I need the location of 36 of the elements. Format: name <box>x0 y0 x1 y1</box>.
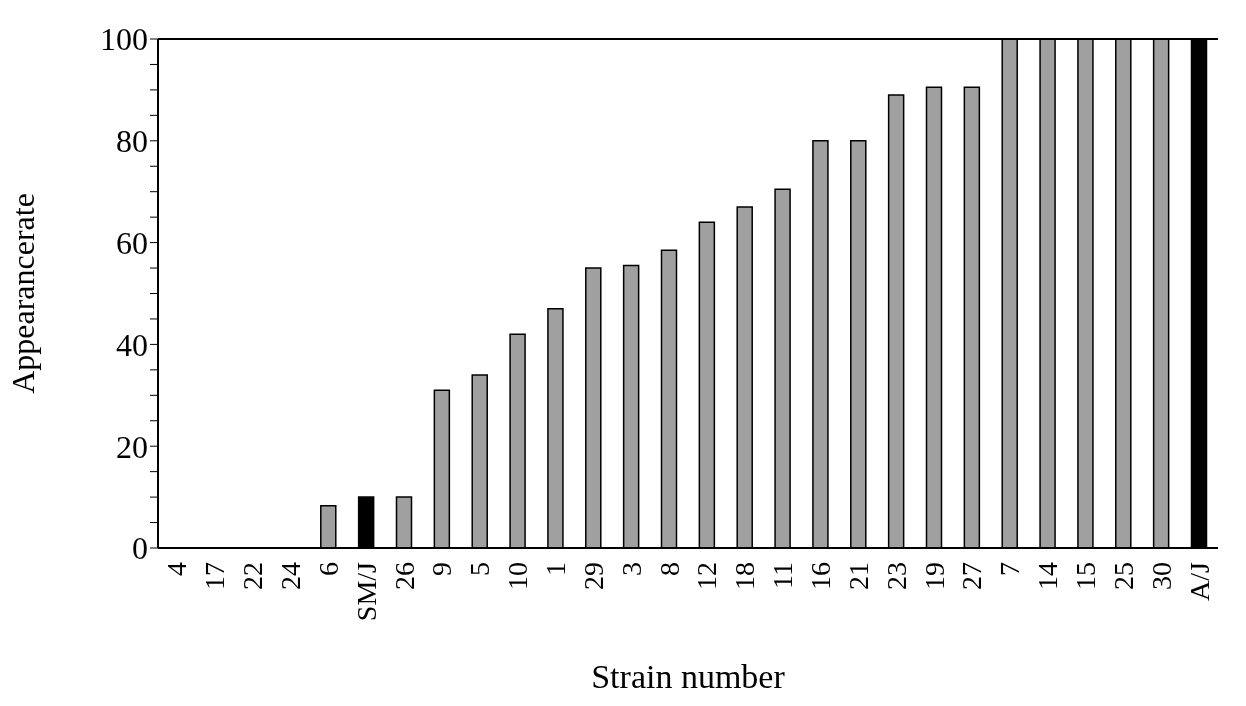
x-axis-title: Strain number <box>591 658 786 695</box>
x-tick-label: 14 <box>1032 562 1064 590</box>
y-tick-label: 20 <box>116 428 148 465</box>
x-tick-label: 4 <box>161 562 193 576</box>
x-tick-label: 29 <box>577 562 609 590</box>
x-tick-label: 3 <box>615 562 647 576</box>
x-tick-label: SM/J <box>350 561 382 622</box>
x-tick-label: 24 <box>275 562 306 590</box>
x-tick-label: 7 <box>994 562 1026 576</box>
x-tick-label: 25 <box>1107 562 1139 590</box>
y-tick-label: 60 <box>116 224 148 261</box>
y-axis-title: Appearancerate <box>5 193 42 394</box>
x-tick-label: 10 <box>502 562 534 590</box>
x-tick-label: 16 <box>805 562 836 590</box>
x-tick-label: 23 <box>880 562 912 590</box>
y-tick-label: 80 <box>116 123 148 160</box>
x-tick-label: 5 <box>464 562 496 576</box>
x-tick-label: 30 <box>1145 562 1177 590</box>
x-tick-label: 9 <box>426 562 458 576</box>
x-tick-label: 11 <box>767 562 799 589</box>
x-tick-label: 8 <box>653 562 685 576</box>
x-tick-label: 26 <box>388 562 420 590</box>
x-tick-label: 18 <box>729 562 761 590</box>
x-tick-label: 17 <box>199 562 231 590</box>
x-tick-label: 1 <box>540 562 571 576</box>
x-tick-label: 19 <box>918 562 950 590</box>
y-tick-label: 100 <box>100 21 148 58</box>
x-tick-label: 22 <box>237 562 269 590</box>
x-tick-label: 15 <box>1070 562 1101 590</box>
x-tick-label: 6 <box>312 562 344 576</box>
x-tick-label: 27 <box>956 562 988 590</box>
x-tick-label: 12 <box>691 562 723 590</box>
y-tick-label: 0 <box>132 530 148 567</box>
x-tick-label: 21 <box>842 562 874 590</box>
y-tick-label: 40 <box>116 326 148 363</box>
x-tick-label: A/J <box>1183 561 1215 601</box>
